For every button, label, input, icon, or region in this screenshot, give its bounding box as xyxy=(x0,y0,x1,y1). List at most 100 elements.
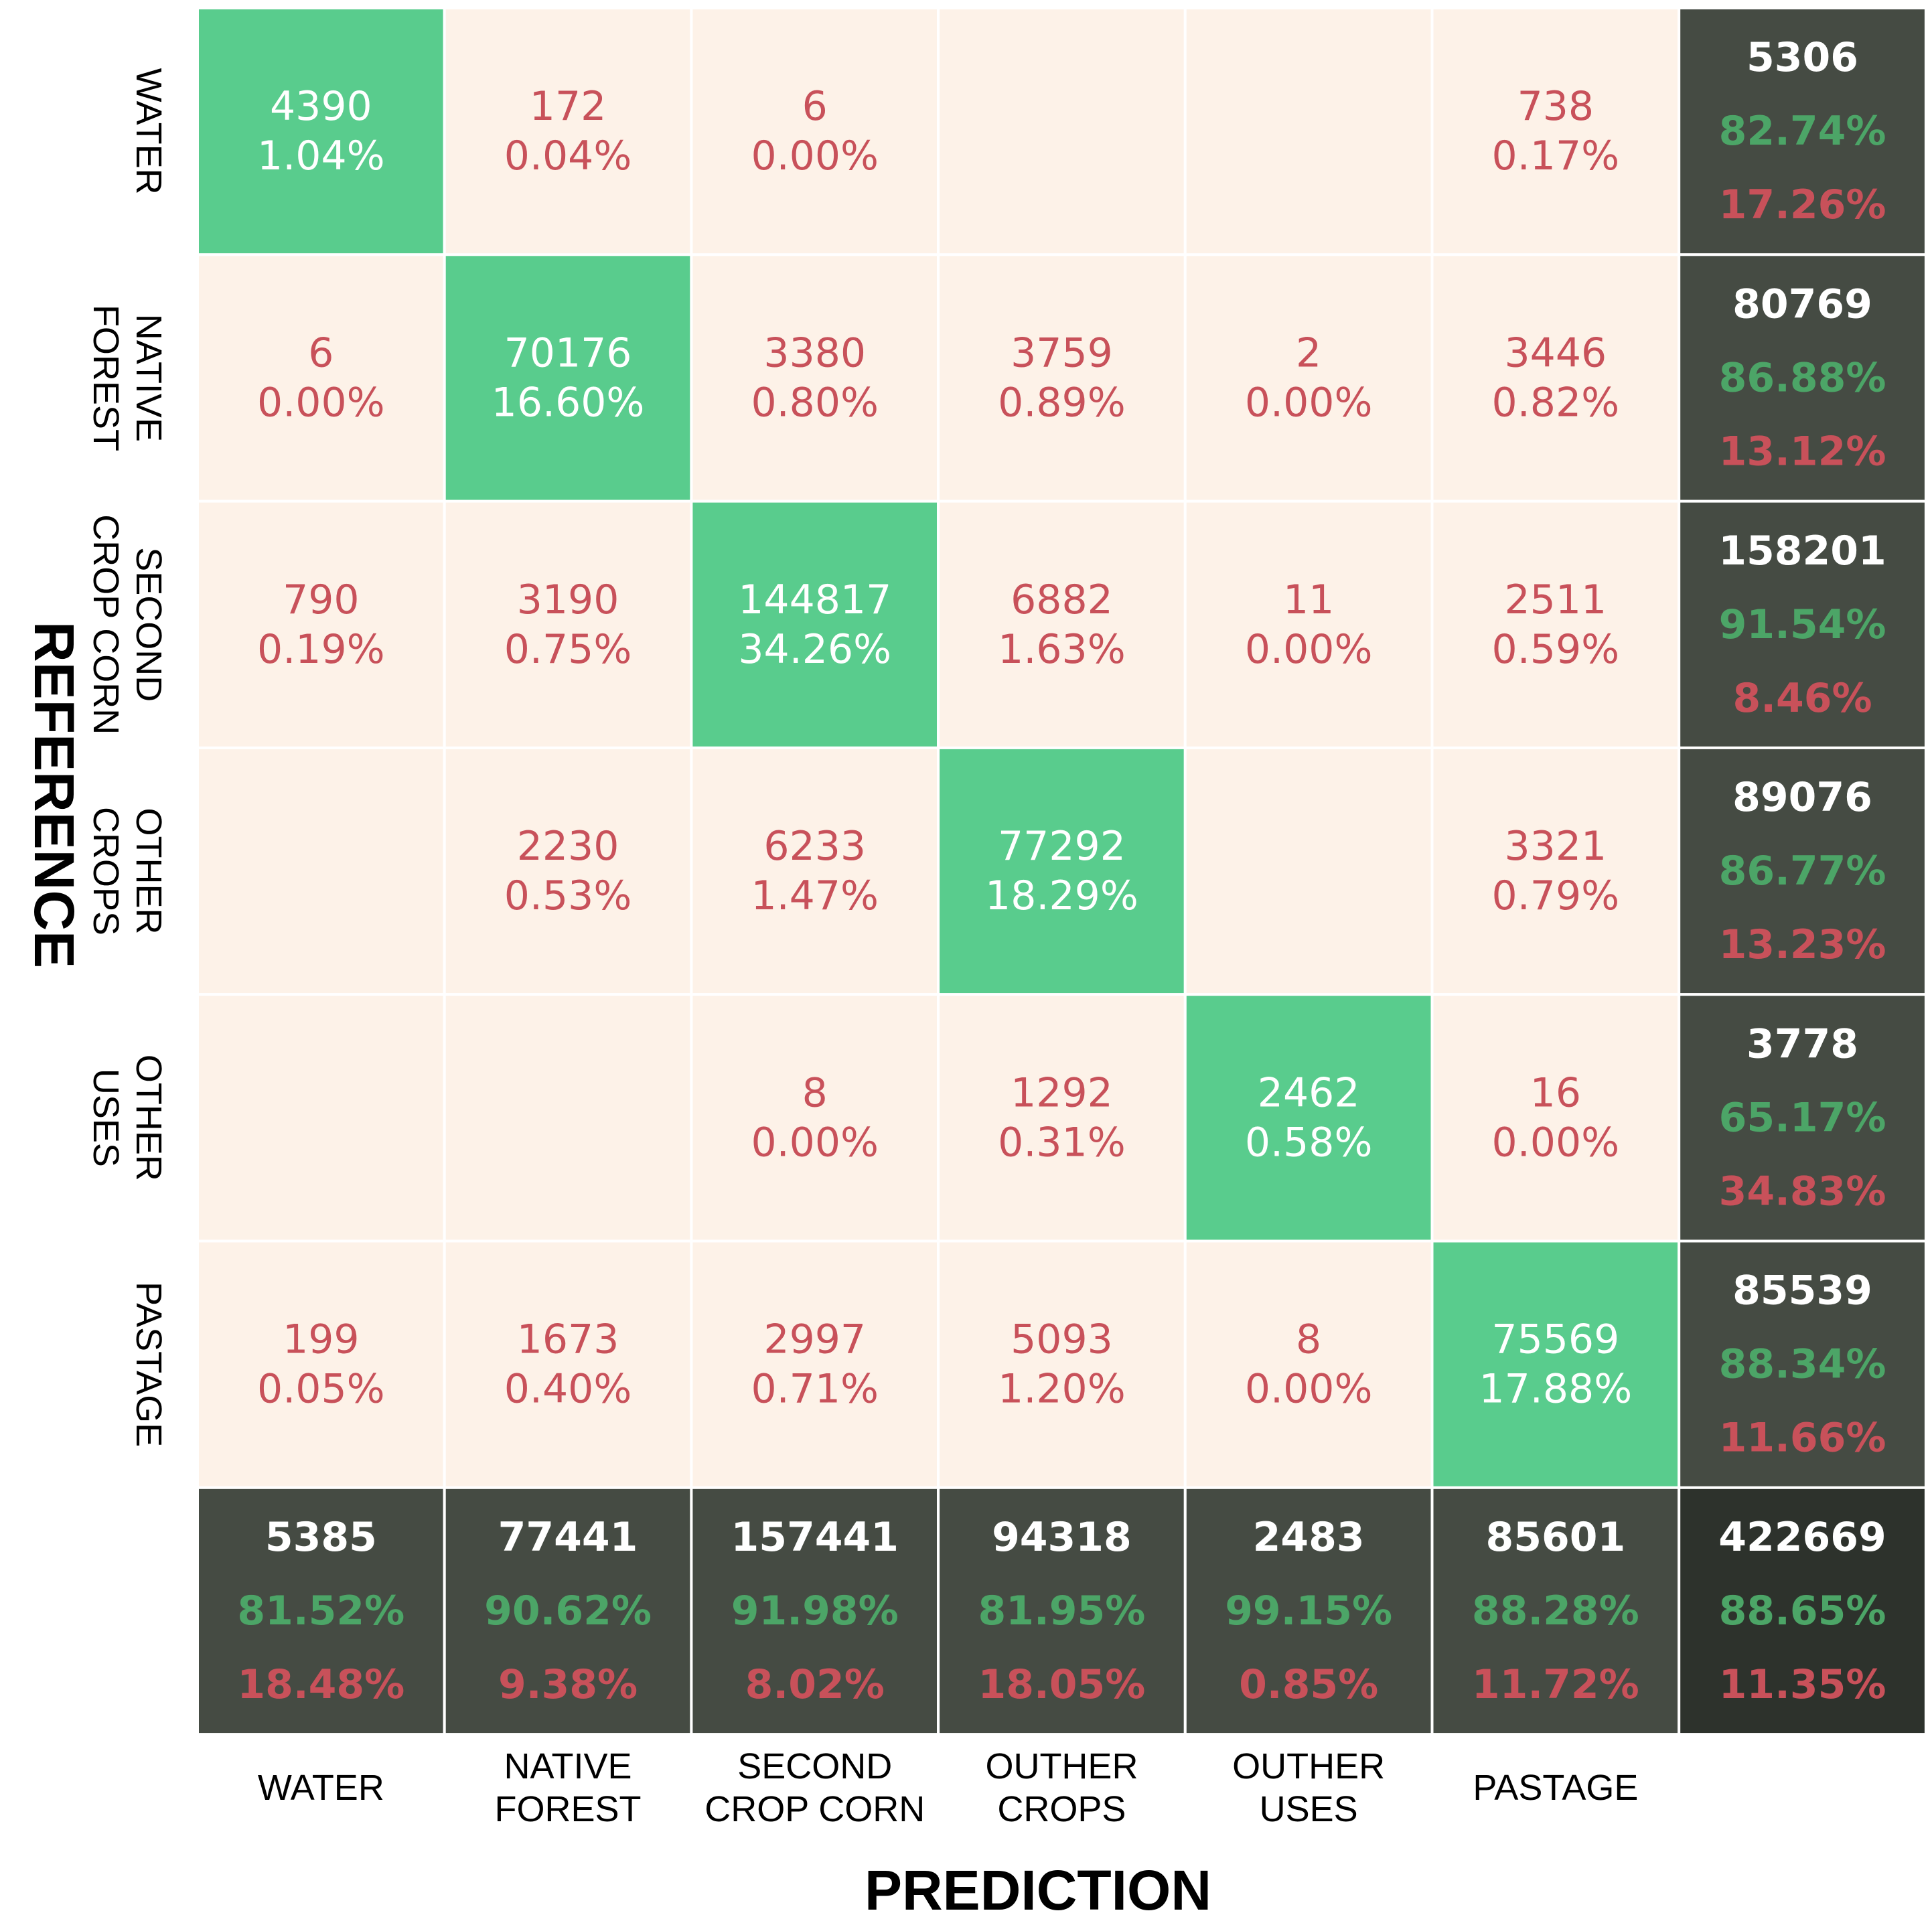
col-summary-cell-error-percent: 11.72% xyxy=(1472,1661,1639,1708)
cell-count-label: 77292 xyxy=(998,823,1126,870)
cell-percent-label: 0.17% xyxy=(1492,133,1620,179)
row-summary-cell-error-percent: 11.66% xyxy=(1719,1415,1886,1462)
row-summary-cell-total: 3778 xyxy=(1747,1020,1858,1067)
row-summary-cell xyxy=(1678,253,1927,503)
matrix-cell xyxy=(1430,500,1681,749)
x-tick-label: CROP CORN xyxy=(704,1789,925,1829)
cell-count-label: 2511 xyxy=(1504,577,1607,623)
col-summary-cell-total: 85601 xyxy=(1485,1514,1625,1561)
cell-percent-label: 0.00% xyxy=(751,133,879,179)
matrix-cell xyxy=(196,500,446,749)
matrix-texts: 43901.04%1720.04%60.00%7380.17%60.00%701… xyxy=(86,34,1886,1829)
matrix-cell xyxy=(443,993,693,1243)
y-tick-label: USES xyxy=(86,1069,126,1167)
grand-total-cell-error-percent: 11.35% xyxy=(1719,1661,1886,1708)
y-tick-label: CROPS xyxy=(86,807,126,935)
row-summary-cell-error-percent: 13.12% xyxy=(1719,428,1886,475)
diagonal-cell xyxy=(1430,1239,1681,1489)
x-tick-label: WATER xyxy=(258,1768,384,1808)
cell-percent-label: 17.88% xyxy=(1479,1366,1632,1413)
cell-percent-label: 0.40% xyxy=(504,1366,632,1413)
col-summary-cell-correct-percent: 91.98% xyxy=(731,1588,899,1634)
matrix-cells xyxy=(196,7,1927,1736)
row-summary-cell-error-percent: 34.83% xyxy=(1719,1168,1886,1215)
matrix-cell xyxy=(937,993,1187,1243)
diagonal-cell xyxy=(443,253,693,503)
x-tick-label: FOREST xyxy=(495,1789,642,1829)
cell-count-label: 70176 xyxy=(504,329,632,376)
cell-percent-label: 0.00% xyxy=(751,1119,879,1166)
x-tick-label: CROPS xyxy=(997,1789,1126,1829)
matrix-cell xyxy=(1183,1239,1434,1489)
row-summary-cell-correct-percent: 86.88% xyxy=(1719,354,1886,401)
row-summary-cell xyxy=(1678,746,1927,996)
y-tick-label: OTHER xyxy=(129,808,169,935)
cell-percent-label: 0.31% xyxy=(998,1119,1126,1166)
row-summary-cell-total: 158201 xyxy=(1718,528,1886,574)
cell-count-label: 6 xyxy=(802,83,828,130)
cell-count-label: 3190 xyxy=(517,577,619,623)
row-summary-cell-correct-percent: 86.77% xyxy=(1719,848,1886,895)
cell-percent-label: 0.79% xyxy=(1492,872,1620,919)
cell-count-label: 1292 xyxy=(1011,1069,1113,1116)
matrix-cell xyxy=(690,993,940,1243)
col-summary-cell-total: 94318 xyxy=(992,1514,1132,1561)
cell-count-label: 6 xyxy=(308,329,333,376)
matrix-cell xyxy=(937,7,1187,256)
matrix-cell xyxy=(196,993,446,1243)
col-summary-cell-correct-percent: 81.52% xyxy=(237,1588,404,1634)
y-axis-label: REFERENCE xyxy=(23,621,86,968)
cell-count-label: 6882 xyxy=(1011,577,1113,623)
cell-count-label: 5093 xyxy=(1011,1316,1113,1363)
cell-count-label: 16 xyxy=(1530,1069,1581,1116)
cell-count-label: 4390 xyxy=(270,83,372,130)
cell-percent-label: 0.58% xyxy=(1245,1119,1373,1166)
matrix-cell xyxy=(196,1239,446,1489)
col-summary-cell xyxy=(937,1486,1187,1736)
row-summary-cell-total: 80769 xyxy=(1732,281,1872,327)
y-tick-label: SECOND xyxy=(129,547,169,702)
cell-count-label: 6233 xyxy=(763,823,866,870)
col-summary-cell-correct-percent: 81.95% xyxy=(978,1588,1145,1634)
col-summary-cell-total: 77441 xyxy=(498,1514,638,1561)
x-tick-label: USES xyxy=(1260,1789,1358,1829)
row-summary-cell-error-percent: 13.23% xyxy=(1719,921,1886,968)
cell-count-label: 2230 xyxy=(517,823,619,870)
col-summary-cell-error-percent: 8.02% xyxy=(745,1661,885,1708)
cell-count-label: 1673 xyxy=(517,1316,619,1363)
col-summary-cell xyxy=(196,1486,446,1736)
cell-percent-label: 0.82% xyxy=(1492,379,1620,426)
x-tick-label: OUTHER xyxy=(1232,1746,1385,1786)
matrix-cell xyxy=(1183,253,1434,503)
col-summary-cell xyxy=(443,1486,693,1736)
row-summary-cell xyxy=(1678,7,1927,256)
matrix-cell xyxy=(1183,500,1434,749)
grand-total-cell-total: 422669 xyxy=(1718,1514,1886,1561)
cell-percent-label: 0.00% xyxy=(1245,379,1373,426)
cell-count-label: 8 xyxy=(1296,1316,1321,1363)
matrix-cell xyxy=(196,253,446,503)
grand-total-cell xyxy=(1678,1486,1927,1736)
diagonal-cell xyxy=(690,500,940,749)
col-summary-cell-error-percent: 18.05% xyxy=(978,1661,1145,1708)
row-summary-cell xyxy=(1678,500,1927,749)
row-summary-cell-error-percent: 17.26% xyxy=(1719,181,1886,228)
row-summary-cell-total: 85539 xyxy=(1732,1268,1872,1314)
matrix-cell xyxy=(1430,253,1681,503)
cell-count-label: 738 xyxy=(1517,83,1594,130)
cell-count-label: 2997 xyxy=(763,1316,866,1363)
cell-count-label: 144817 xyxy=(738,577,891,623)
x-tick-label: SECOND xyxy=(737,1746,892,1786)
cell-percent-label: 16.60% xyxy=(492,379,645,426)
cell-count-label: 3380 xyxy=(763,329,866,376)
cell-percent-label: 1.63% xyxy=(998,626,1126,673)
cell-percent-label: 0.59% xyxy=(1492,626,1620,673)
cell-count-label: 75569 xyxy=(1491,1316,1619,1363)
matrix-cell xyxy=(443,500,693,749)
cell-percent-label: 0.80% xyxy=(751,379,879,426)
matrix-cell xyxy=(937,253,1187,503)
row-summary-cell-total: 89076 xyxy=(1732,774,1872,821)
matrix-cell xyxy=(443,1239,693,1489)
row-summary-cell xyxy=(1678,993,1927,1243)
row-summary-cell-total: 5306 xyxy=(1747,34,1858,81)
